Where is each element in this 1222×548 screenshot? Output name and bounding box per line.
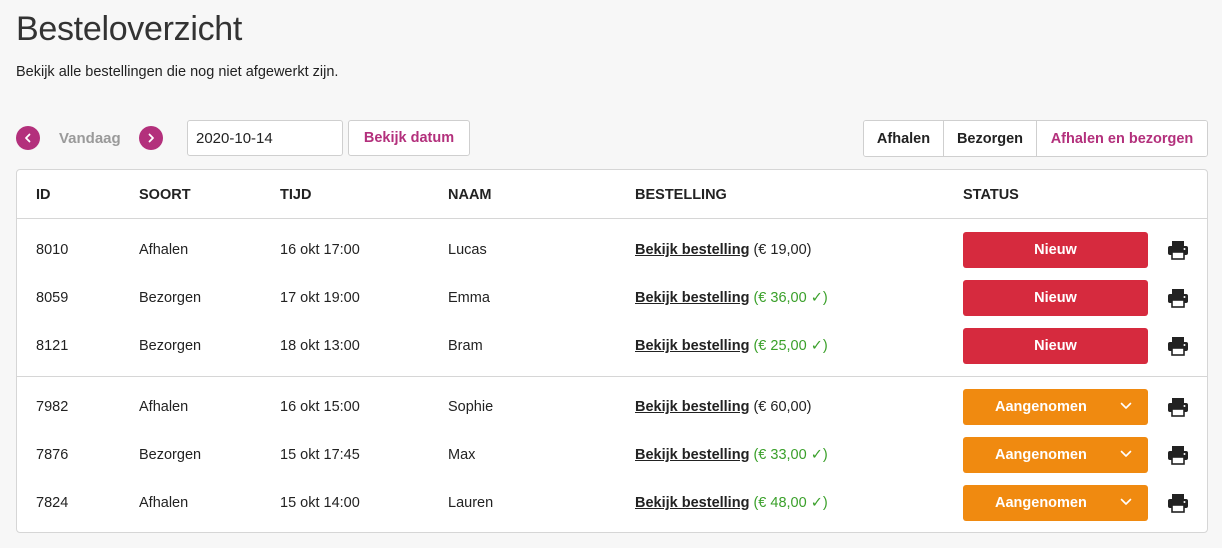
status-button[interactable]: Nieuw [963, 328, 1148, 364]
cell-type: Bezorgen [139, 447, 202, 463]
header-order: BESTELLING [635, 187, 727, 203]
next-day-button[interactable] [139, 126, 163, 150]
cell-id: 7982 [36, 399, 69, 415]
table-header: ID SOORT TIJD NAAM BESTELLING STATUS [17, 170, 1207, 219]
view-order-link[interactable]: Bekijk bestelling [635, 495, 750, 511]
chevron-right-icon [148, 133, 154, 143]
order-price: (€ 33,00 ✓) [753, 447, 828, 463]
cell-name: Bram [448, 338, 483, 354]
view-order-link[interactable]: Bekijk bestelling [635, 242, 750, 258]
cell-time: 16 okt 17:00 [280, 242, 360, 258]
delivery-filter: Afhalen Bezorgen Afhalen en bezorgen [863, 120, 1208, 157]
cell-order: Bekijk bestelling (€ 60,00) [635, 399, 812, 415]
cell-order: Bekijk bestelling (€ 36,00 ✓) [635, 290, 828, 306]
cell-id: 8010 [36, 242, 69, 258]
header-name: NAAM [448, 187, 492, 203]
date-input[interactable] [187, 120, 343, 156]
status-label: Nieuw [1034, 242, 1077, 258]
status-button[interactable]: Aangenomen [963, 485, 1148, 521]
orders-table: ID SOORT TIJD NAAM BESTELLING STATUS 801… [16, 169, 1208, 533]
filter-both-button[interactable]: Afhalen en bezorgen [1036, 121, 1207, 156]
status-label: Aangenomen [995, 447, 1087, 463]
printer-icon[interactable] [1167, 493, 1189, 513]
status-label: Aangenomen [995, 495, 1087, 511]
page-title: Besteloverzicht [16, 10, 243, 48]
cell-type: Bezorgen [139, 290, 202, 306]
cell-type: Bezorgen [139, 338, 202, 354]
cell-name: Lauren [448, 495, 494, 511]
filter-delivery-button[interactable]: Bezorgen [943, 121, 1036, 156]
cell-order: Bekijk bestelling (€ 33,00 ✓) [635, 447, 828, 463]
status-button[interactable]: Aangenomen [963, 437, 1148, 473]
status-label: Aangenomen [995, 399, 1087, 415]
header-type: SOORT [139, 187, 191, 203]
header-status: STATUS [963, 187, 1019, 203]
cell-time: 15 okt 17:45 [280, 447, 360, 463]
cell-type: Afhalen [139, 495, 189, 511]
prev-day-button[interactable] [16, 126, 40, 150]
view-order-link[interactable]: Bekijk bestelling [635, 399, 750, 415]
order-price: (€ 36,00 ✓) [753, 290, 828, 306]
table-row: 8010 Afhalen 16 okt 17:00 Lucas Bekijk beste… [17, 226, 1207, 274]
printer-icon[interactable] [1167, 397, 1189, 417]
order-price: (€ 48,00 ✓) [753, 495, 828, 511]
printer-icon[interactable] [1167, 240, 1189, 260]
chevron-down-icon [1120, 402, 1132, 409]
cell-order: Bekijk bestelling (€ 48,00 ✓) [635, 495, 828, 511]
status-button[interactable]: Nieuw [963, 232, 1148, 268]
view-order-link[interactable]: Bekijk bestelling [635, 447, 750, 463]
status-label: Nieuw [1034, 338, 1077, 354]
view-order-link[interactable]: Bekijk bestelling [635, 338, 750, 354]
filter-pickup-button[interactable]: Afhalen [864, 121, 943, 156]
status-button[interactable]: Nieuw [963, 280, 1148, 316]
cell-type: Afhalen [139, 242, 189, 258]
cell-id: 8059 [36, 290, 69, 306]
printer-icon[interactable] [1167, 445, 1189, 465]
cell-name: Max [448, 447, 476, 463]
order-price: (€ 25,00 ✓) [753, 338, 828, 354]
order-price: (€ 19,00) [753, 242, 812, 258]
header-time: TIJD [280, 187, 312, 203]
header-id: ID [36, 187, 51, 203]
page-subtitle: Bekijk alle bestellingen die nog niet af… [16, 64, 339, 80]
cell-type: Afhalen [139, 399, 189, 415]
cell-time: 16 okt 15:00 [280, 399, 360, 415]
cell-id: 8121 [36, 338, 69, 354]
cell-id: 7876 [36, 447, 69, 463]
cell-id: 7824 [36, 495, 69, 511]
chevron-down-icon [1120, 498, 1132, 505]
table-row: 7876 Bezorgen 15 okt 17:45 Max Bekijk bestel… [17, 431, 1207, 479]
order-price: (€ 60,00) [753, 399, 812, 415]
printer-icon[interactable] [1167, 288, 1189, 308]
table-row: 7824 Afhalen 15 okt 14:00 Lauren Bekijk best… [17, 479, 1207, 527]
cell-name: Emma [448, 290, 490, 306]
chevron-left-icon [25, 133, 31, 143]
chevron-down-icon [1120, 450, 1132, 457]
table-row: 7982 Afhalen 16 okt 15:00 Sophie Bekijk best… [17, 383, 1207, 431]
view-order-link[interactable]: Bekijk bestelling [635, 290, 750, 306]
cell-order: Bekijk bestelling (€ 25,00 ✓) [635, 338, 828, 354]
cell-time: 15 okt 14:00 [280, 495, 360, 511]
status-label: Nieuw [1034, 290, 1077, 306]
cell-name: Sophie [448, 399, 494, 415]
printer-icon[interactable] [1167, 336, 1189, 356]
cell-order: Bekijk bestelling (€ 19,00) [635, 242, 812, 258]
today-label[interactable]: Vandaag [59, 130, 121, 147]
view-date-button[interactable]: Bekijk datum [348, 120, 470, 156]
table-row: 8059 Bezorgen 17 okt 19:00 Emma Bekijk beste… [17, 274, 1207, 322]
cell-time: 17 okt 19:00 [280, 290, 360, 306]
cell-name: Lucas [448, 242, 487, 258]
group-divider [17, 376, 1207, 377]
cell-time: 18 okt 13:00 [280, 338, 360, 354]
table-row: 8121 Bezorgen 18 okt 13:00 Bram Bekijk beste… [17, 322, 1207, 370]
status-button[interactable]: Aangenomen [963, 389, 1148, 425]
